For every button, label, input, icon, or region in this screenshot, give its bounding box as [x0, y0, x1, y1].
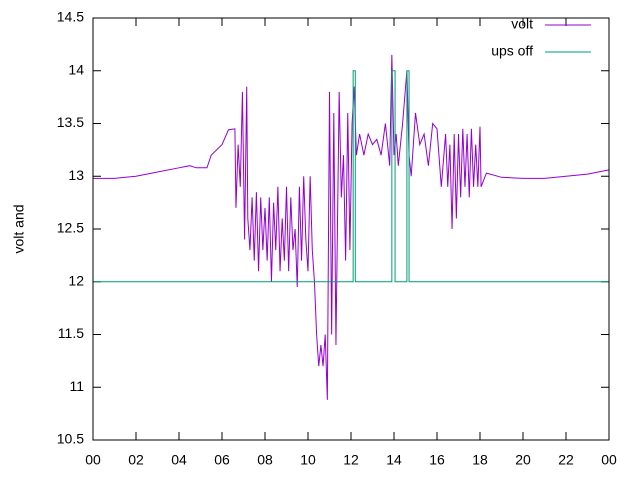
y-tick-label: 14.5	[57, 9, 84, 25]
x-tick-label: 00	[85, 452, 101, 468]
y-tick-label: 12.5	[57, 220, 84, 236]
series-line	[93, 70, 609, 283]
y-tick-label: 11	[69, 378, 84, 394]
y-axis-label: volt and	[11, 204, 27, 253]
x-tick-label: 00	[601, 452, 617, 468]
x-tick-label: 16	[429, 452, 445, 468]
x-tick-label: 18	[472, 452, 488, 468]
y-tick-label: 10.5	[57, 431, 84, 447]
y-tick-label: 13.5	[57, 114, 84, 130]
x-tick-label: 06	[214, 452, 230, 468]
y-tick-label: 14	[68, 61, 84, 77]
y-tick-label: 11.5	[58, 325, 84, 341]
x-tick-label: 20	[515, 452, 531, 468]
x-tick-label: 04	[171, 452, 187, 468]
legend-label: ups off	[491, 43, 533, 59]
y-tick-label: 12	[68, 272, 84, 288]
x-tick-label: 14	[386, 452, 402, 468]
x-tick-label: 08	[257, 452, 273, 468]
x-tick-label: 22	[558, 452, 574, 468]
x-tick-label: 12	[343, 452, 359, 468]
series-line	[93, 54, 610, 400]
x-tick-label: 10	[300, 452, 316, 468]
y-tick-label: 13	[68, 167, 84, 183]
x-tick-label: 02	[128, 452, 144, 468]
plot-border	[92, 17, 610, 441]
legend-label: volt	[511, 16, 533, 32]
